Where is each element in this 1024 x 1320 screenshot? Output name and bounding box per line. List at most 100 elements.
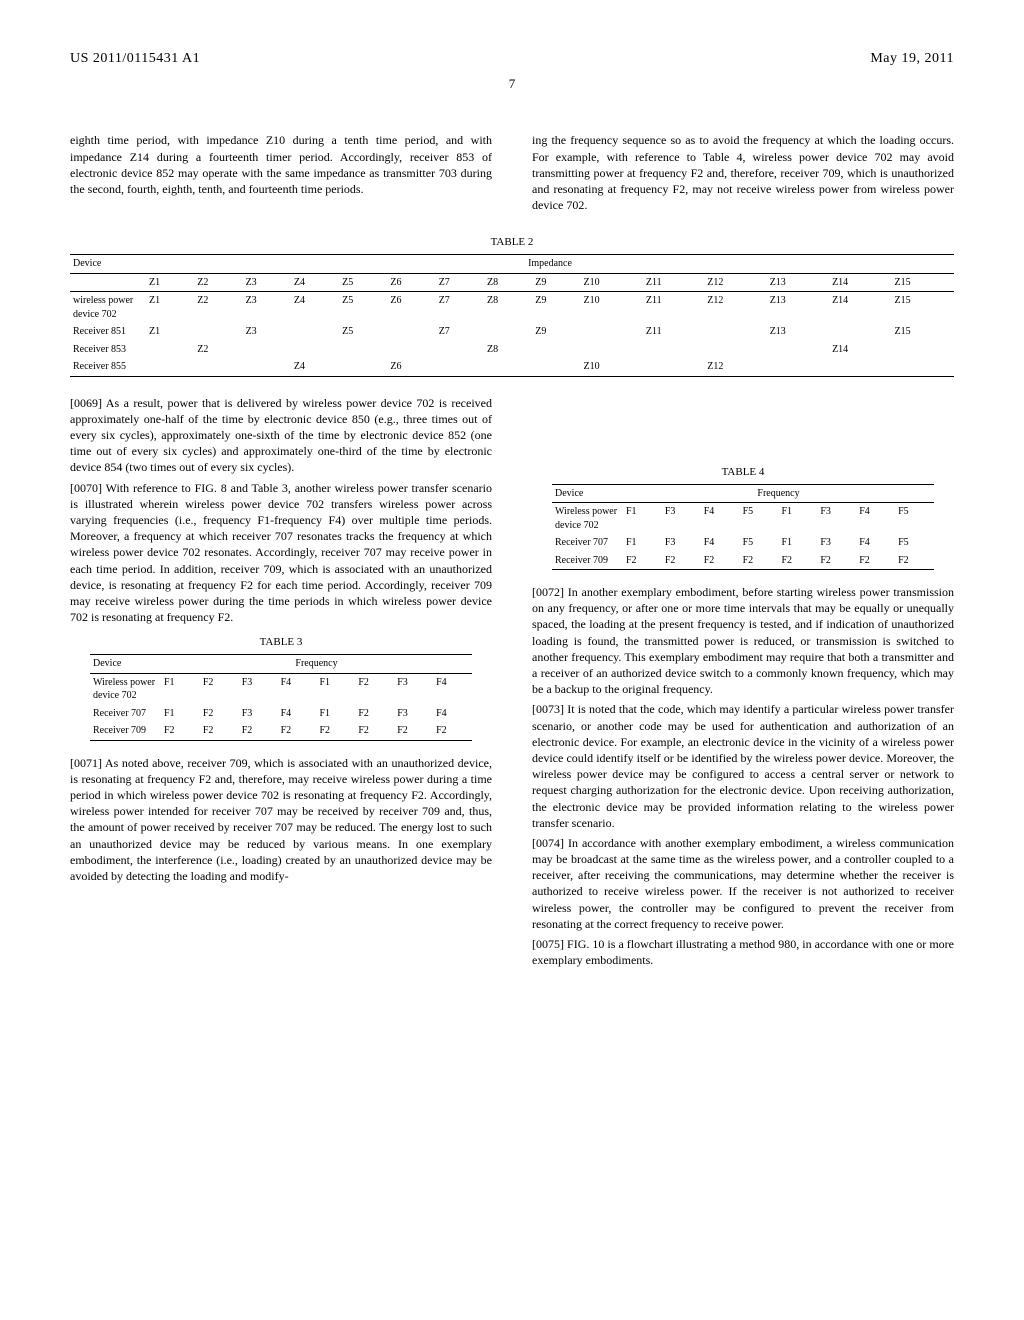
- cell: Z5: [339, 292, 387, 324]
- th: Z8: [484, 273, 532, 292]
- table2: Device Impedance Z1 Z2 Z3 Z4 Z5 Z6 Z7 Z8…: [70, 254, 954, 377]
- table3-header-row1: Device Frequency: [90, 655, 472, 674]
- cell: Z4: [291, 358, 339, 376]
- cell: F2: [355, 705, 394, 723]
- cell: [532, 358, 580, 376]
- row-label: Receiver 855: [70, 358, 146, 376]
- cell: F1: [161, 705, 200, 723]
- th: Z2: [194, 273, 242, 292]
- cell: F1: [623, 503, 662, 535]
- cell: F4: [433, 673, 472, 705]
- cell: [643, 358, 704, 376]
- th: Z3: [243, 273, 291, 292]
- row-label: Receiver 853: [70, 341, 146, 359]
- row-label: Receiver 707: [90, 705, 161, 723]
- cell: F2: [200, 705, 239, 723]
- cell: F3: [394, 705, 433, 723]
- page-header: US 2011/0115431 A1 May 19, 2011: [70, 50, 954, 69]
- cell: [194, 358, 242, 376]
- table-row: Receiver 707 F1 F2 F3 F4 F1 F2 F3 F4: [90, 705, 472, 723]
- cell: F2: [161, 722, 200, 740]
- cell: [643, 341, 704, 359]
- right-column: TABLE 4 Device Frequency Wireless power …: [532, 395, 954, 973]
- th: Z5: [339, 273, 387, 292]
- cell: Z2: [194, 292, 242, 324]
- cell: Z12: [704, 358, 766, 376]
- para-top-right: ing the frequency sequence so as to avoi…: [532, 132, 954, 213]
- cell: Z8: [484, 341, 532, 359]
- table4-device-header: Device: [552, 484, 623, 503]
- table2-device-header: Device: [70, 255, 146, 274]
- cell: F3: [394, 673, 433, 705]
- row-label: Receiver 709: [552, 552, 623, 570]
- cell: [891, 341, 954, 359]
- table-row: Receiver 709 F2 F2 F2 F2 F2 F2 F2 F2: [90, 722, 472, 740]
- cell: [436, 341, 484, 359]
- cell: F2: [623, 552, 662, 570]
- para-0069: [0069] As a result, power that is delive…: [70, 395, 492, 476]
- cell: F2: [239, 722, 278, 740]
- th: Z7: [436, 273, 484, 292]
- table4: Device Frequency Wireless power device 7…: [552, 484, 934, 571]
- table-row: Receiver 855 Z4 Z6 Z10 Z12: [70, 358, 954, 376]
- table2-header-row2: Z1 Z2 Z3 Z4 Z5 Z6 Z7 Z8 Z9 Z10 Z11 Z12 Z…: [70, 273, 954, 292]
- cell: [767, 358, 829, 376]
- cell: F1: [317, 673, 356, 705]
- cell: F5: [740, 503, 779, 535]
- cell: F2: [740, 552, 779, 570]
- cell: F2: [355, 722, 394, 740]
- cell: [704, 323, 766, 341]
- table4-header-row1: Device Frequency: [552, 484, 934, 503]
- pub-date: May 19, 2011: [870, 50, 954, 69]
- cell: F1: [779, 503, 818, 535]
- cell: F2: [817, 552, 856, 570]
- cell: [829, 323, 891, 341]
- cell: F3: [239, 705, 278, 723]
- row-label: Receiver 851: [70, 323, 146, 341]
- cell: [146, 358, 194, 376]
- cell: F2: [200, 673, 239, 705]
- para-0071: [0071] As noted above, receiver 709, whi…: [70, 755, 492, 885]
- cell: [339, 358, 387, 376]
- th: Z15: [891, 273, 954, 292]
- cell: Z3: [243, 323, 291, 341]
- th: Z9: [532, 273, 580, 292]
- cell: Z15: [891, 323, 954, 341]
- table-row: Receiver 707 F1 F3 F4 F5 F1 F3 F4 F5: [552, 534, 934, 552]
- cell: F2: [856, 552, 895, 570]
- th: Z10: [581, 273, 643, 292]
- cell: Z8: [484, 292, 532, 324]
- pub-number: US 2011/0115431 A1: [70, 50, 200, 69]
- cell: [484, 323, 532, 341]
- cell: Z9: [532, 292, 580, 324]
- row-label: wireless power device 702: [70, 292, 146, 324]
- cell: Z1: [146, 292, 194, 324]
- th: Z14: [829, 273, 891, 292]
- table4-wrap: TABLE 4 Device Frequency Wireless power …: [532, 465, 954, 570]
- th: Z11: [643, 273, 704, 292]
- cell: [704, 341, 766, 359]
- cell: F2: [895, 552, 934, 570]
- cell: F2: [701, 552, 740, 570]
- cell: F2: [662, 552, 701, 570]
- para-0070: [0070] With reference to FIG. 8 and Tabl…: [70, 480, 492, 626]
- cell: Z15: [891, 292, 954, 324]
- cell: [484, 358, 532, 376]
- table-row: Wireless power device 702 F1 F3 F4 F5 F1…: [552, 503, 934, 535]
- cell: F4: [856, 503, 895, 535]
- para-0075: [0075] FIG. 10 is a flowchart illustrati…: [532, 936, 954, 968]
- cell: F2: [394, 722, 433, 740]
- cell: Z10: [581, 292, 643, 324]
- cell: F2: [355, 673, 394, 705]
- cell: F1: [623, 534, 662, 552]
- cell: F2: [779, 552, 818, 570]
- cell: F3: [662, 503, 701, 535]
- cell: F5: [895, 534, 934, 552]
- cell: [436, 358, 484, 376]
- cell: [387, 323, 435, 341]
- table-row: Receiver 709 F2 F2 F2 F2 F2 F2 F2 F2: [552, 552, 934, 570]
- cell: F2: [278, 722, 317, 740]
- cell: F1: [779, 534, 818, 552]
- table2-wrap: TABLE 2 Device Impedance Z1 Z2 Z3 Z4 Z5 …: [70, 235, 954, 376]
- row-label: Receiver 707: [552, 534, 623, 552]
